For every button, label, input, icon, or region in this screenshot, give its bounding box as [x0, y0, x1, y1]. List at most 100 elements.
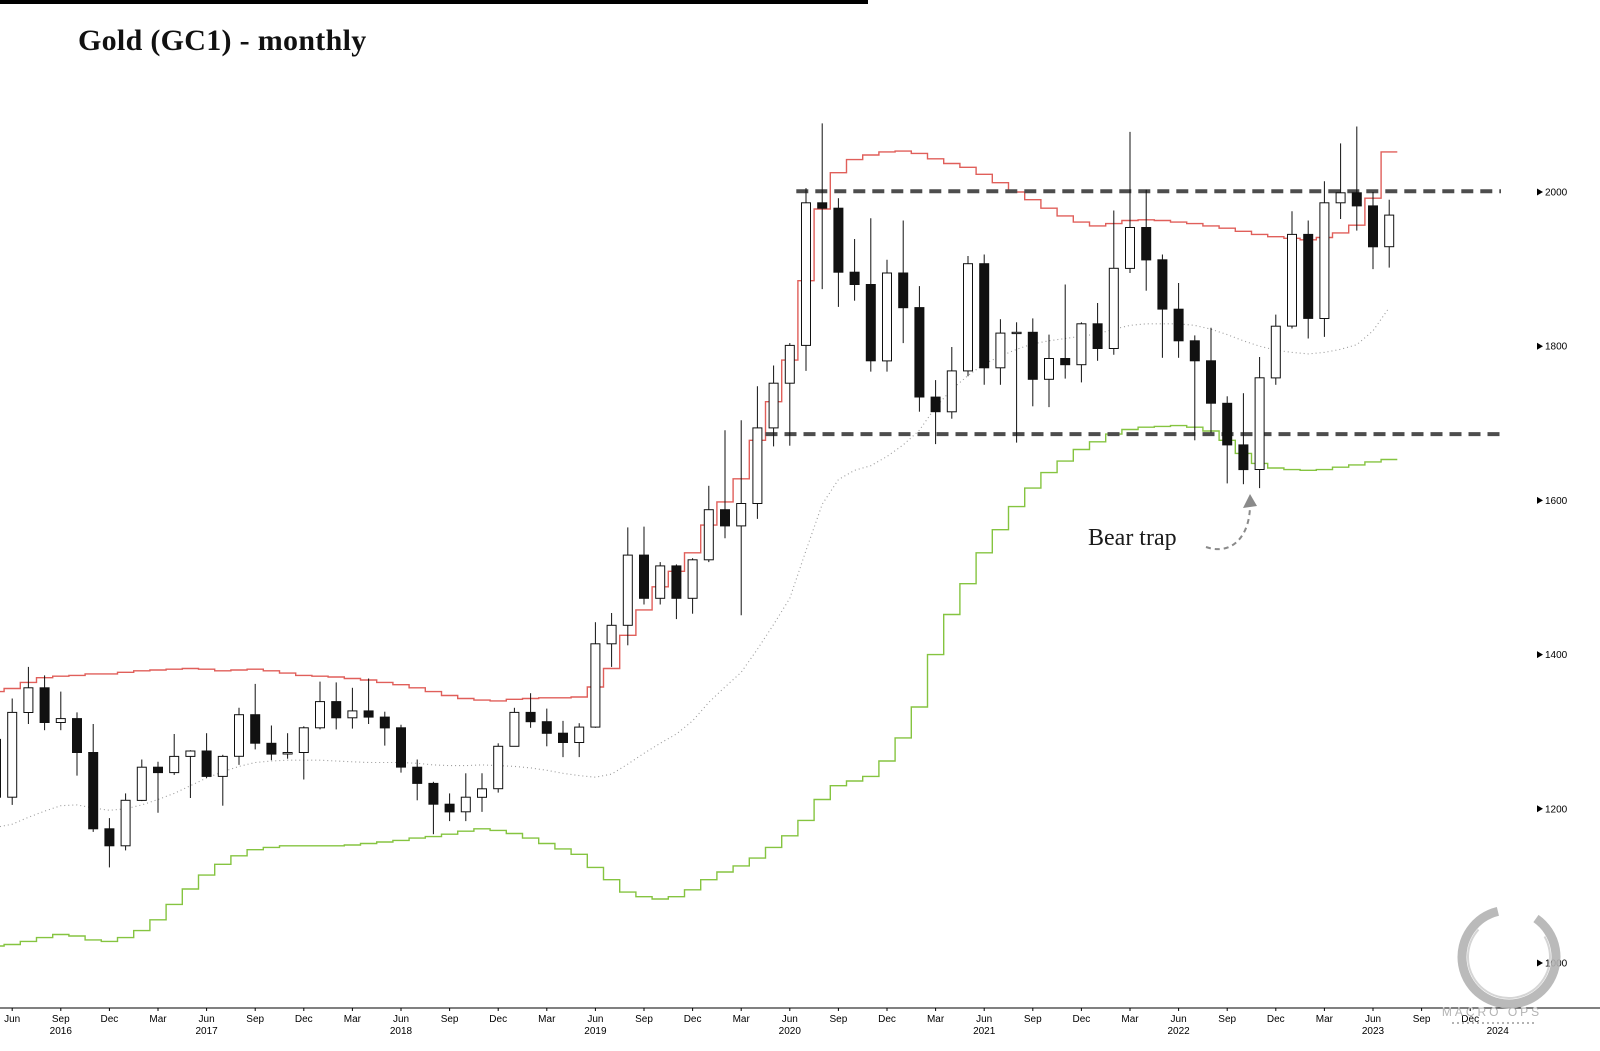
price-marker-arrow-icon [1537, 496, 1543, 504]
x-year-label: 2018 [390, 1026, 413, 1037]
x-year-label: 2021 [973, 1026, 996, 1037]
price-marker-arrow-icon [1537, 188, 1543, 196]
candle [477, 773, 487, 812]
candle [493, 743, 504, 793]
bear-trap-annotation: Bear trap [1088, 494, 1257, 551]
x-tick-label: Jun [1171, 1014, 1187, 1025]
x-tick-label: Sep [1413, 1014, 1431, 1025]
x-year-label: 2017 [195, 1026, 218, 1037]
candle-body [217, 755, 228, 777]
candle-body [930, 396, 941, 413]
candle [1287, 211, 1297, 329]
y-tick-label: 1200 [1545, 804, 1568, 815]
x-tick-label: Dec [295, 1014, 313, 1025]
candle [720, 430, 730, 539]
candle [558, 720, 568, 758]
x-year-label: 2016 [50, 1026, 73, 1037]
candle-body [946, 370, 957, 413]
candle [784, 343, 795, 446]
candle [752, 386, 763, 519]
candle-body [379, 716, 390, 729]
candle [1319, 181, 1330, 337]
candle-body [412, 766, 423, 784]
candle-body [1303, 233, 1314, 319]
candle-body [882, 272, 892, 362]
price-marker-arrow-icon [1537, 342, 1543, 350]
candle-body [1189, 340, 1200, 362]
upper-band-line [0, 150, 1398, 702]
candle-body [1011, 331, 1022, 335]
candle-body [136, 766, 147, 801]
candle [412, 759, 423, 801]
x-tick-label: Dec [489, 1014, 507, 1025]
y-tick-label: 1600 [1545, 496, 1568, 507]
candle-body [396, 727, 406, 768]
candle-body [1270, 325, 1281, 379]
candle-body [1027, 331, 1038, 380]
candle-body [768, 382, 779, 429]
x-tick-label: Sep [441, 1014, 459, 1025]
candle [963, 256, 973, 377]
candle-body [1060, 358, 1071, 366]
candle [671, 564, 682, 620]
candle [736, 420, 747, 616]
candle-body [865, 284, 876, 362]
candle-body [574, 726, 585, 743]
candle [865, 218, 876, 372]
candle [541, 708, 552, 747]
x-tick-label: Sep [246, 1014, 264, 1025]
x-tick-label: Mar [538, 1014, 556, 1025]
x-year-label: 2020 [779, 1026, 802, 1037]
candle [590, 622, 601, 728]
candle-body [55, 718, 66, 723]
candle [7, 698, 18, 805]
candle [525, 693, 536, 728]
candle [217, 754, 228, 806]
candle-body [234, 714, 244, 757]
candle-body [541, 721, 552, 734]
candle [1368, 192, 1378, 270]
candle-body [995, 332, 1006, 369]
enso-circle-icon [1457, 905, 1561, 1009]
x-tick-label: Dec [101, 1014, 119, 1025]
candle-body [1254, 377, 1265, 470]
candle [914, 286, 925, 412]
candle [1303, 220, 1314, 339]
candle [817, 123, 828, 290]
candle [1060, 284, 1071, 379]
candle-body [0, 738, 1, 798]
x-tick-label: Sep [830, 1014, 848, 1025]
candle [39, 675, 50, 731]
candle-body [282, 752, 293, 755]
candle [347, 687, 358, 729]
candle-body [1092, 323, 1103, 349]
candle [201, 733, 212, 778]
candle-body [963, 263, 973, 372]
x-tick-label: Jun [199, 1014, 215, 1025]
candle [1335, 143, 1346, 219]
x-tick-label: Sep [52, 1014, 70, 1025]
candle [1141, 189, 1152, 291]
candle-body [703, 509, 714, 561]
candle-body [833, 207, 844, 273]
candle-body [153, 766, 163, 774]
candle [1108, 210, 1119, 355]
candle [1189, 335, 1200, 441]
candle [88, 724, 99, 832]
candle [574, 723, 585, 758]
candle [833, 198, 844, 307]
candle-body [720, 509, 730, 527]
logo-wordmark: MACRO OPS [1442, 1005, 1542, 1019]
candle [0, 738, 1, 798]
candle-body [72, 718, 82, 753]
top-border-line [0, 0, 868, 4]
lower-band-line [0, 424, 1398, 947]
candle-body [104, 828, 115, 847]
candle-body [1238, 444, 1249, 471]
candle [1173, 283, 1184, 358]
candle-body [801, 202, 811, 346]
candles [0, 123, 1395, 868]
